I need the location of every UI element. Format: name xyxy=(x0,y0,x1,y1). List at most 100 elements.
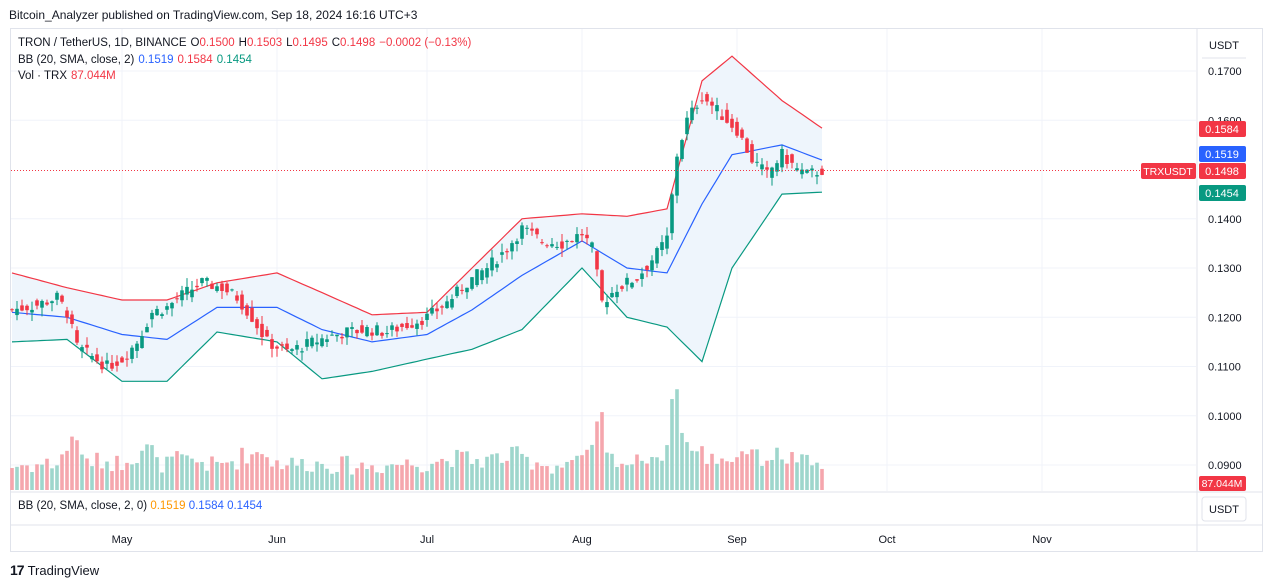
vol-label[interactable]: Vol · TRX xyxy=(18,70,67,82)
candle-body xyxy=(770,167,774,178)
volume-bar xyxy=(710,453,714,490)
volume-bar xyxy=(455,449,459,490)
candle-body xyxy=(115,361,119,366)
volume-bar xyxy=(45,458,49,490)
candle-body xyxy=(455,286,459,297)
volume-bar xyxy=(460,451,464,490)
candle-body xyxy=(755,161,759,163)
time-tick-label: Aug xyxy=(572,534,592,546)
candle-body xyxy=(235,295,239,301)
volume-bar xyxy=(240,447,244,490)
candle-body xyxy=(680,140,684,159)
candle-body xyxy=(630,282,634,288)
candle-body xyxy=(625,277,629,285)
candle-body xyxy=(815,175,819,177)
candle-body xyxy=(205,277,209,281)
footer[interactable]: 17 TradingView xyxy=(10,562,99,578)
tradingview-logo-icon[interactable]: 17 xyxy=(10,562,25,578)
candle-body xyxy=(665,235,669,249)
volume-bar xyxy=(265,457,269,490)
candle-body xyxy=(170,302,174,309)
tradingview-brand[interactable]: TradingView xyxy=(27,562,100,578)
volume-bar xyxy=(385,465,389,490)
candle-body xyxy=(120,357,124,363)
candle-body xyxy=(195,285,199,288)
volume-bar xyxy=(705,463,709,490)
volume-bar xyxy=(515,446,519,490)
volume-bar xyxy=(400,465,404,490)
candle-body xyxy=(500,252,504,255)
volume-bar xyxy=(140,450,144,490)
candle-body xyxy=(395,326,399,332)
legend-ohlc-row[interactable]: TRON / TetherUS, 1D, BINANCE O0.1500 H0.15… xyxy=(18,35,475,52)
candle-body xyxy=(30,309,34,313)
candle-body xyxy=(415,323,419,329)
candle-body xyxy=(345,327,349,338)
volume-bar xyxy=(700,446,704,490)
candle-body xyxy=(175,298,179,300)
volume-bar xyxy=(135,463,139,490)
bollinger-lower-line xyxy=(11,191,823,382)
candle-body xyxy=(480,270,484,281)
candle-body xyxy=(425,313,429,320)
currency-label-top[interactable]: USDT xyxy=(1209,40,1239,52)
volume-bar xyxy=(565,461,569,490)
symbol-title[interactable]: TRON / TetherUS, 1D, BINANCE xyxy=(18,37,187,49)
volume-bar xyxy=(390,464,394,490)
volume-bar xyxy=(130,464,134,490)
candle-body xyxy=(160,314,164,316)
candle-body xyxy=(775,163,779,172)
candle-body xyxy=(190,289,194,298)
volume-bar xyxy=(295,465,299,490)
currency-button-bottom[interactable] xyxy=(1201,496,1247,522)
candle-body xyxy=(810,168,814,171)
candle-body xyxy=(125,358,129,360)
candle-body xyxy=(505,251,509,253)
volume-bar xyxy=(785,463,789,490)
volume-bar xyxy=(200,461,204,490)
bb-label[interactable]: BB (20, SMA, close, 2) xyxy=(18,53,135,66)
volume-bar xyxy=(605,452,609,490)
volume-bar xyxy=(750,449,754,490)
currency-label-bottom[interactable]: USDT xyxy=(1209,504,1239,516)
candle-body xyxy=(275,346,279,349)
volume-bar xyxy=(440,458,444,490)
candle-body xyxy=(10,309,14,311)
candles xyxy=(10,91,824,374)
candle-body xyxy=(360,325,364,333)
volume-bar xyxy=(690,450,694,490)
volume-bar xyxy=(430,463,434,490)
volume-bar xyxy=(725,461,729,490)
volume-bar xyxy=(355,468,359,490)
volume-bar xyxy=(465,451,469,490)
volume-bar xyxy=(245,463,249,490)
candle-body xyxy=(485,268,489,278)
candle-body xyxy=(335,334,339,337)
candle-body xyxy=(795,168,799,171)
close-label: C xyxy=(331,37,341,49)
volume-bar xyxy=(530,469,534,490)
volume-bar xyxy=(290,457,294,490)
candle-body xyxy=(60,295,64,302)
candle-body xyxy=(230,289,234,291)
volume-bar xyxy=(570,460,574,490)
candle-body xyxy=(740,129,744,138)
volume-bar xyxy=(450,466,454,490)
candle-body xyxy=(315,342,319,345)
candle-body xyxy=(380,332,384,336)
volume-bar xyxy=(25,465,29,490)
volume-bar xyxy=(280,469,284,490)
volume-bar xyxy=(215,461,219,490)
candle-body xyxy=(575,234,579,243)
candle-body xyxy=(570,241,574,243)
legend-vol-row[interactable]: Vol · TRX 87.044M xyxy=(18,68,475,85)
chart-legend: TRON / TetherUS, 1D, BINANCE O0.1500 H0.15… xyxy=(18,35,475,85)
candle-body xyxy=(470,277,474,289)
badge-volume: 87.044M xyxy=(1202,478,1243,490)
candle-body xyxy=(90,355,94,360)
bb-pane-legend[interactable]: BB (20, SMA, close, 2, 0) 0.1519 0.1584 … xyxy=(18,500,262,512)
time-tick-label: May xyxy=(112,534,133,546)
bb-pane-label[interactable]: BB (20, SMA, close, 2, 0) xyxy=(18,500,148,512)
legend-bb-row[interactable]: BB (20, SMA, close, 2) 0.1519 0.1584 0.1454 xyxy=(18,52,475,69)
